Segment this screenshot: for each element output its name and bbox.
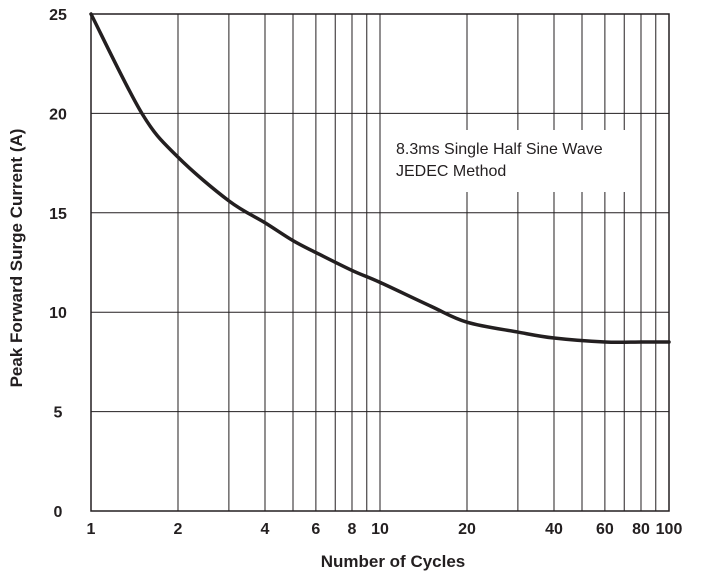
x-tick-label: 20 — [458, 521, 476, 538]
surge-curve — [89, 12, 671, 345]
y-tick-label: 10 — [49, 305, 67, 322]
annotation-line: 8.3ms Single Half Sine Wave — [396, 141, 603, 158]
x-tick-label: 100 — [656, 521, 683, 538]
x-tick-label: 60 — [596, 521, 614, 538]
x-tick-label: 40 — [545, 521, 563, 538]
x-tick-label: 2 — [174, 521, 183, 538]
y-axis-title: Peak Forward Surge Current (A) — [7, 129, 26, 388]
y-tick-labels: 0 5 10 15 20 25 — [49, 7, 67, 521]
annotation-line: JEDEC Method — [396, 163, 506, 180]
x-tick-label: 6 — [311, 521, 320, 538]
x-tick-labels: 1 2 4 6 8 10 20 40 60 80 100 — [87, 521, 683, 538]
plot-border — [90, 13, 670, 512]
x-axis-title: Number of Cycles — [321, 552, 466, 571]
plot-frame — [90, 13, 670, 512]
x-tick-label: 1 — [87, 521, 96, 538]
x-tick-label: 4 — [261, 521, 270, 538]
y-tick-label: 20 — [49, 106, 67, 123]
y-tick-label: 15 — [49, 206, 67, 223]
series-layer — [89, 12, 671, 345]
x-tick-label: 8 — [348, 521, 357, 538]
annotation: 8.3ms Single Half Sine Wave JEDEC Method — [396, 141, 603, 180]
y-tick-label: 0 — [54, 504, 63, 521]
y-tick-label: 25 — [49, 7, 67, 24]
y-tick-label: 5 — [54, 405, 63, 422]
x-tick-label: 80 — [632, 521, 650, 538]
x-tick-label: 10 — [371, 521, 389, 538]
grid — [90, 13, 670, 512]
